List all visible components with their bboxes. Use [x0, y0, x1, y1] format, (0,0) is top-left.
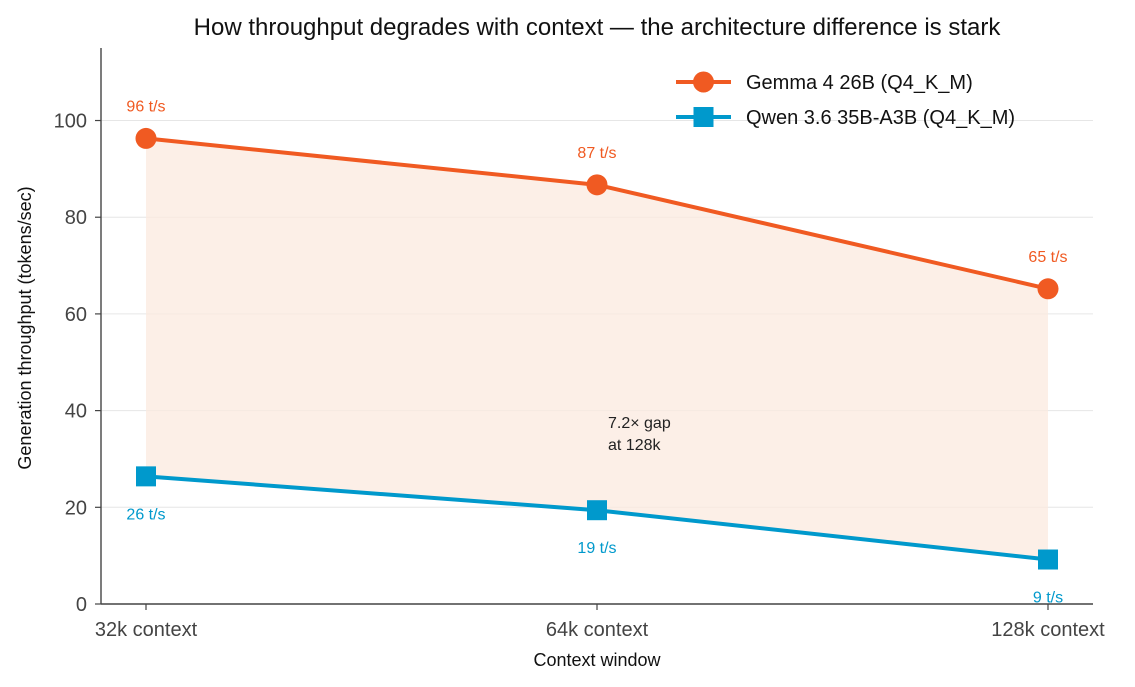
data-point: [135, 127, 157, 149]
data-point: [586, 174, 608, 196]
legend: Gemma 4 26B (Q4_K_M) Qwen 3.6 35B-A3B (Q4…: [676, 71, 1015, 129]
data-label: 9 t/s: [1033, 590, 1063, 607]
x-tick-label: 128k context: [991, 619, 1105, 641]
y-tick-label: 100: [54, 111, 87, 133]
labels-layer: 96 t/s 87 t/s 65 t/s 26 t/s 19 t/s 9 t/s 7.2× …: [126, 98, 1067, 606]
data-point: [587, 500, 607, 521]
data-point: [1038, 549, 1058, 570]
gap-fill-area: [146, 138, 1048, 560]
legend-label: Qwen 3.6 35B-A3B (Q4_K_M): [746, 107, 1015, 129]
y-tick-label: 40: [65, 401, 87, 423]
fill-layer: [146, 138, 1048, 560]
data-label: 26 t/s: [126, 506, 165, 523]
y-tick-label: 80: [65, 207, 87, 229]
x-tick-label: 64k context: [546, 619, 649, 641]
data-label: 19 t/s: [577, 540, 616, 557]
y-axis-label: Generation throughput (tokens/sec): [15, 186, 35, 469]
legend-label: Gemma 4 26B (Q4_K_M): [746, 72, 973, 94]
axes-layer: 0 20 40 60 80 100 32k context 64k context 128k c…: [54, 48, 1105, 641]
data-point: [1037, 278, 1059, 300]
x-axis-label: Context window: [533, 650, 661, 670]
data-label: 87 t/s: [577, 145, 616, 162]
data-label: 65 t/s: [1028, 249, 1067, 266]
gap-annotation: at 128k: [608, 437, 661, 454]
chart-title: How throughput degrades with context — t…: [194, 14, 1002, 41]
legend-marker-square: [693, 107, 714, 127]
x-tick-label: 32k context: [95, 619, 198, 641]
gap-annotation: 7.2× gap: [608, 415, 671, 432]
y-tick-label: 60: [65, 304, 87, 326]
legend-marker-circle: [693, 71, 714, 93]
data-point: [136, 466, 156, 487]
y-tick-label: 20: [65, 497, 87, 519]
y-tick-label: 0: [76, 594, 87, 616]
series-layer: [135, 127, 1059, 570]
data-label: 96 t/s: [126, 98, 165, 115]
